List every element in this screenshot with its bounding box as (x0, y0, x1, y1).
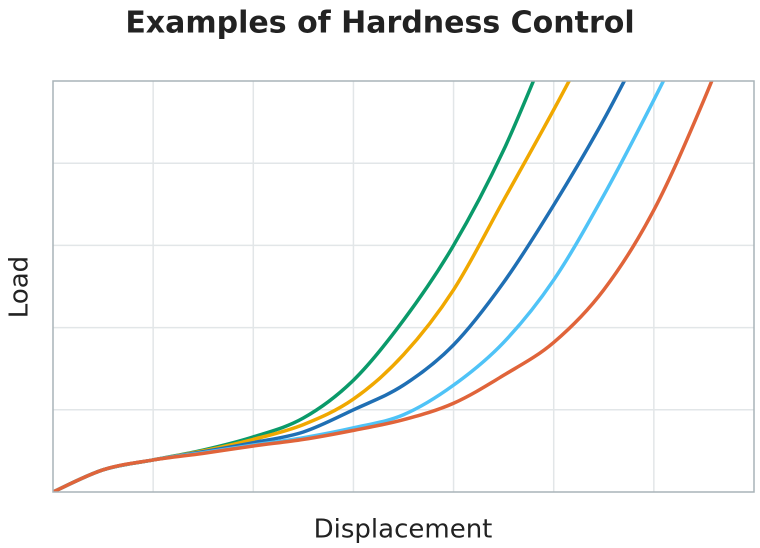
y-axis-label: Load (5, 256, 35, 318)
data-line (53, 81, 714, 492)
grid (53, 81, 754, 492)
lines (53, 81, 714, 492)
x-axis-label: Displacement (314, 515, 493, 545)
chart-title: Examples of Hardness Control (125, 6, 634, 41)
plot-frame (52, 80, 755, 493)
